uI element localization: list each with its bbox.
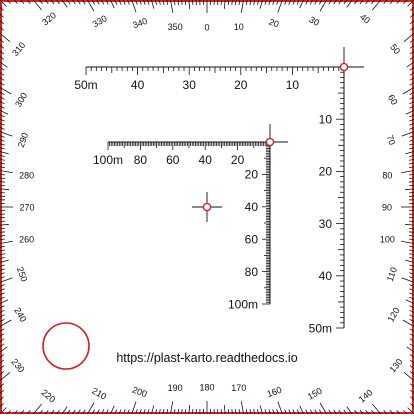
compass-tick — [185, 0, 186, 5]
compass-tick — [409, 228, 414, 229]
crosshair-marker — [203, 203, 210, 210]
compass-label: 190 — [168, 383, 183, 393]
compass-label: 90 — [382, 203, 392, 213]
compass-label: 350 — [168, 22, 183, 32]
compass-tick — [0, 228, 5, 229]
scale-label: 40 — [245, 200, 259, 214]
scale-label: 40 — [319, 269, 333, 283]
compass-label: 170 — [231, 383, 246, 393]
scale-label: 20 — [319, 165, 333, 179]
compass-label: 10 — [234, 22, 244, 32]
scale-label: 10 — [319, 113, 333, 127]
compass-label: 280 — [19, 171, 34, 181]
scale-label: 20 — [234, 78, 248, 92]
scale-label: 40 — [199, 153, 213, 167]
scale-label: 40 — [131, 78, 145, 92]
url-text: https://plast-karto.readthedocs.io — [116, 351, 297, 365]
scale-label: 10 — [286, 78, 300, 92]
scale-label: 80 — [134, 153, 148, 167]
scale-unit-label: 100m — [228, 297, 258, 311]
crosshair-marker — [266, 138, 273, 145]
scale-unit-label: 50m — [74, 78, 97, 92]
compass-label: 80 — [382, 171, 392, 181]
scale-label: 60 — [245, 233, 259, 247]
scale-label: 20 — [231, 153, 245, 167]
scale-unit-label: 100m — [93, 153, 123, 167]
scale-label: 80 — [245, 265, 259, 279]
compass-tick — [0, 185, 5, 186]
compass-label: 260 — [19, 234, 34, 244]
compass-label: 180 — [199, 383, 214, 393]
compass-tick — [409, 185, 414, 186]
compass-label: 270 — [19, 203, 34, 213]
scale-label: 20 — [245, 168, 259, 182]
compass-tick — [228, 409, 229, 414]
compass-label: 0 — [204, 23, 209, 33]
scale-label: 60 — [166, 153, 180, 167]
scale-label: 30 — [183, 78, 197, 92]
compass-tick — [228, 0, 229, 5]
compass-label: 100 — [380, 234, 395, 244]
scale-unit-label: 50m — [309, 321, 332, 335]
crosshair-marker — [340, 63, 347, 70]
compass-tick — [185, 409, 186, 414]
scale-label: 30 — [319, 217, 333, 231]
